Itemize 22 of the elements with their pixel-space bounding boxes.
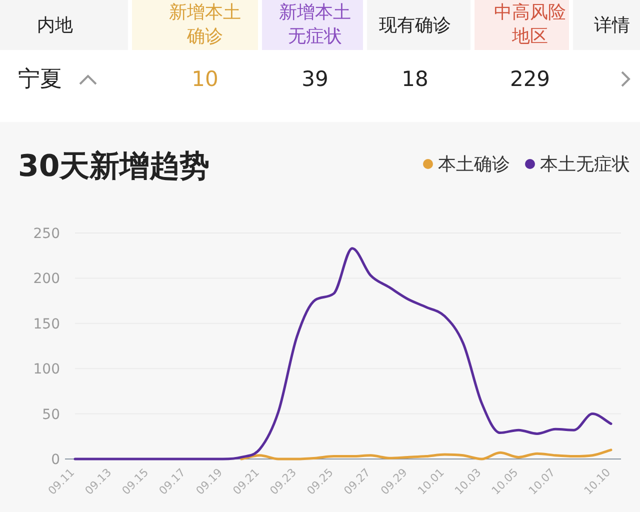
- category-label: 新增本土无症状: [279, 2, 351, 47]
- text: 39: [302, 67, 328, 91]
- category-label: 现有确诊: [379, 15, 451, 36]
- category-label: 详情: [594, 15, 630, 36]
- legend-label: 本土无症状: [540, 154, 630, 175]
- legend-label: 本土确诊: [438, 154, 510, 175]
- text: 10: [192, 67, 218, 91]
- y-tick-label: 150: [33, 316, 60, 332]
- category-label: 内地: [37, 15, 73, 36]
- y-tick-label: 0: [51, 452, 60, 468]
- chart-title: 30天新增趋势: [18, 149, 210, 184]
- text: 宁夏: [18, 67, 62, 92]
- category-label: 中高风险地区: [494, 2, 566, 47]
- y-tick-label: 100: [33, 362, 60, 378]
- y-tick-label: 250: [33, 226, 60, 242]
- text: 229: [510, 67, 550, 91]
- text: 18: [402, 67, 428, 91]
- category-label: 新增本土确诊: [169, 2, 241, 47]
- line-series: [74, 247, 612, 460]
- line-series: [240, 448, 612, 460]
- y-tick-label: 200: [33, 271, 60, 288]
- y-tick-label: 50: [42, 406, 60, 423]
